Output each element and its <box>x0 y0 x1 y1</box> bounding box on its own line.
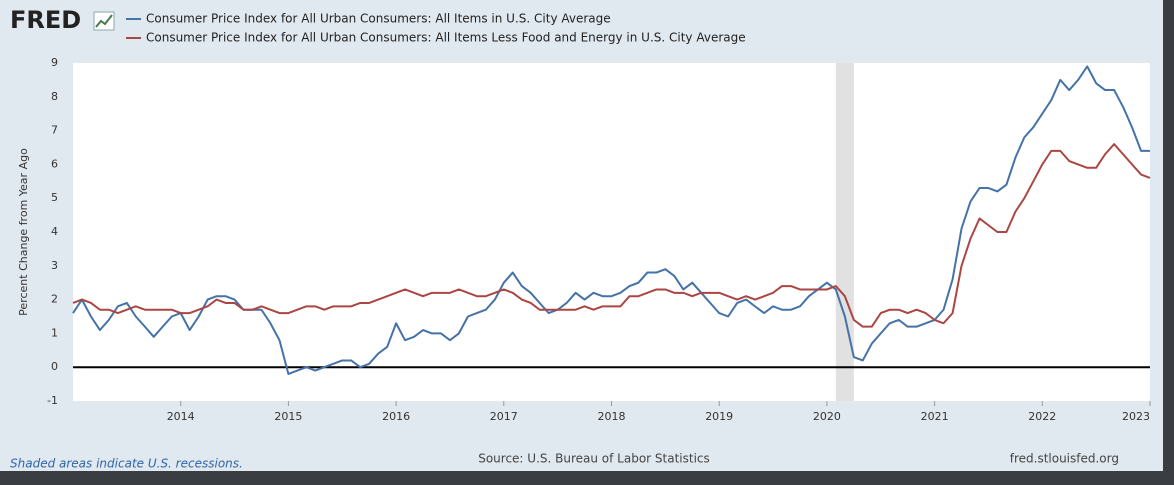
legend-label: Consumer Price Index for All Urban Consu… <box>146 12 611 26</box>
y-tick-label: 6 <box>51 157 58 170</box>
recession-note: Shaded areas indicate U.S. recessions. <box>10 457 243 471</box>
y-tick-label: 9 <box>51 56 58 69</box>
y-tick-label: 0 <box>51 360 58 373</box>
y-tick-label: 5 <box>51 191 58 204</box>
logo-icon <box>93 11 115 31</box>
y-tick-label: 8 <box>51 90 58 103</box>
x-tick-label: 2019 <box>705 410 733 423</box>
series-line <box>72 143 1151 328</box>
plot-area <box>73 63 1150 401</box>
plot <box>72 63 1151 401</box>
y-tick-label: -1 <box>47 394 58 407</box>
window-edge <box>1163 0 1174 485</box>
y-tick-label: 3 <box>51 259 58 272</box>
x-tick-label: 2015 <box>274 410 302 423</box>
x-tick-label: 2014 <box>167 410 195 423</box>
x-tick-label: 2022 <box>1028 410 1056 423</box>
window-edge <box>0 471 1174 485</box>
x-tick-label: 2020 <box>813 410 841 423</box>
logo-icon-line <box>95 14 113 28</box>
legend-label: Consumer Price Index for All Urban Consu… <box>146 31 746 45</box>
x-tick-label: 2023 <box>1122 410 1150 423</box>
y-tick-label: 2 <box>51 293 58 306</box>
logo[interactable]: FRED <box>10 6 115 34</box>
x-tick-label: 2017 <box>490 410 518 423</box>
site[interactable]: fred.stlouisfed.org <box>1010 452 1119 466</box>
recession-band <box>835 63 854 401</box>
x-tick-label: 2016 <box>382 410 410 423</box>
x-tick-label: 2021 <box>921 410 949 423</box>
y-axis-label: Percent Change from Year Ago <box>17 148 30 316</box>
y-tick-label: 7 <box>51 124 58 137</box>
y-tick-label: 1 <box>51 326 58 339</box>
x-tick-label: 2018 <box>598 410 626 423</box>
source: Source: U.S. Bureau of Labor Statistics <box>478 452 710 466</box>
logo-text[interactable]: FRED <box>10 6 81 34</box>
y-tick-label: 4 <box>51 225 58 238</box>
